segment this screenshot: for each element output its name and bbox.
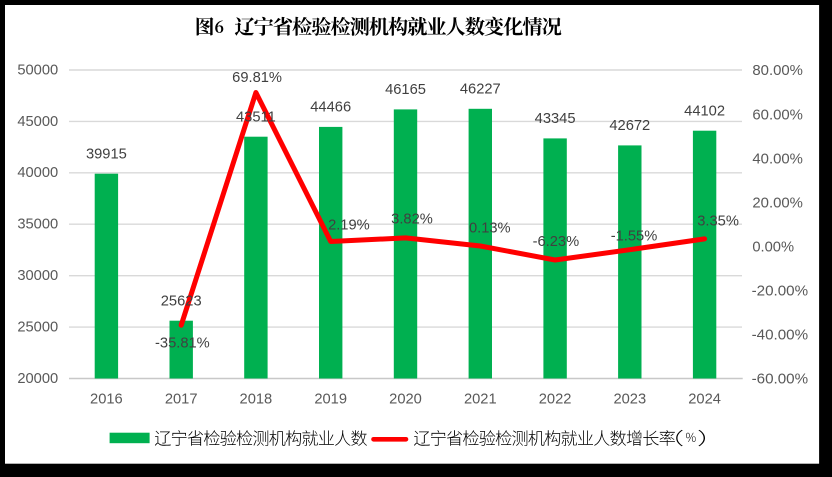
- svg-text:30000: 30000: [17, 268, 58, 284]
- svg-text:-40.00%: -40.00%: [752, 328, 809, 344]
- svg-text:2017: 2017: [165, 391, 198, 407]
- svg-text:2019: 2019: [314, 391, 347, 407]
- svg-text:20.00%: 20.00%: [752, 195, 803, 211]
- svg-text:20000: 20000: [17, 371, 58, 387]
- svg-text:2016: 2016: [90, 391, 123, 407]
- svg-text:25000: 25000: [17, 320, 58, 336]
- svg-text:2.19%: 2.19%: [328, 217, 370, 233]
- svg-text:46227: 46227: [460, 81, 501, 97]
- svg-text:25623: 25623: [161, 293, 202, 309]
- svg-text:2020: 2020: [389, 391, 422, 407]
- svg-text:2023: 2023: [613, 391, 646, 407]
- svg-text:3.35%: 3.35%: [697, 214, 739, 230]
- svg-text:50000: 50000: [17, 62, 58, 78]
- svg-text:2024: 2024: [688, 391, 721, 407]
- svg-text:0.00%: 0.00%: [752, 240, 794, 256]
- svg-text:-20.00%: -20.00%: [752, 284, 809, 300]
- svg-text:44466: 44466: [310, 100, 351, 116]
- svg-text:0.13%: 0.13%: [469, 221, 511, 237]
- svg-text:46165: 46165: [385, 82, 426, 98]
- svg-text:60.00%: 60.00%: [752, 107, 803, 123]
- svg-text:40000: 40000: [17, 165, 58, 181]
- svg-text:-35.81%: -35.81%: [155, 335, 210, 351]
- svg-text:-60.00%: -60.00%: [752, 372, 809, 388]
- svg-text:3.82%: 3.82%: [391, 212, 433, 228]
- svg-text:35000: 35000: [17, 217, 58, 233]
- svg-text:44102: 44102: [684, 103, 725, 119]
- svg-text:-6.23%: -6.23%: [533, 234, 580, 250]
- svg-text:45000: 45000: [17, 114, 58, 130]
- svg-text:-1.55%: -1.55%: [611, 229, 658, 245]
- svg-text:39915: 39915: [86, 146, 127, 162]
- svg-text:42672: 42672: [609, 118, 650, 134]
- svg-text:2021: 2021: [464, 391, 497, 407]
- svg-text:40.00%: 40.00%: [752, 151, 803, 167]
- svg-text:2022: 2022: [539, 391, 572, 407]
- svg-text:69.81%: 69.81%: [232, 70, 282, 86]
- svg-text:43511: 43511: [236, 109, 276, 125]
- svg-text:80.00%: 80.00%: [752, 63, 803, 79]
- svg-text:2018: 2018: [240, 391, 273, 407]
- svg-text:43345: 43345: [535, 111, 576, 127]
